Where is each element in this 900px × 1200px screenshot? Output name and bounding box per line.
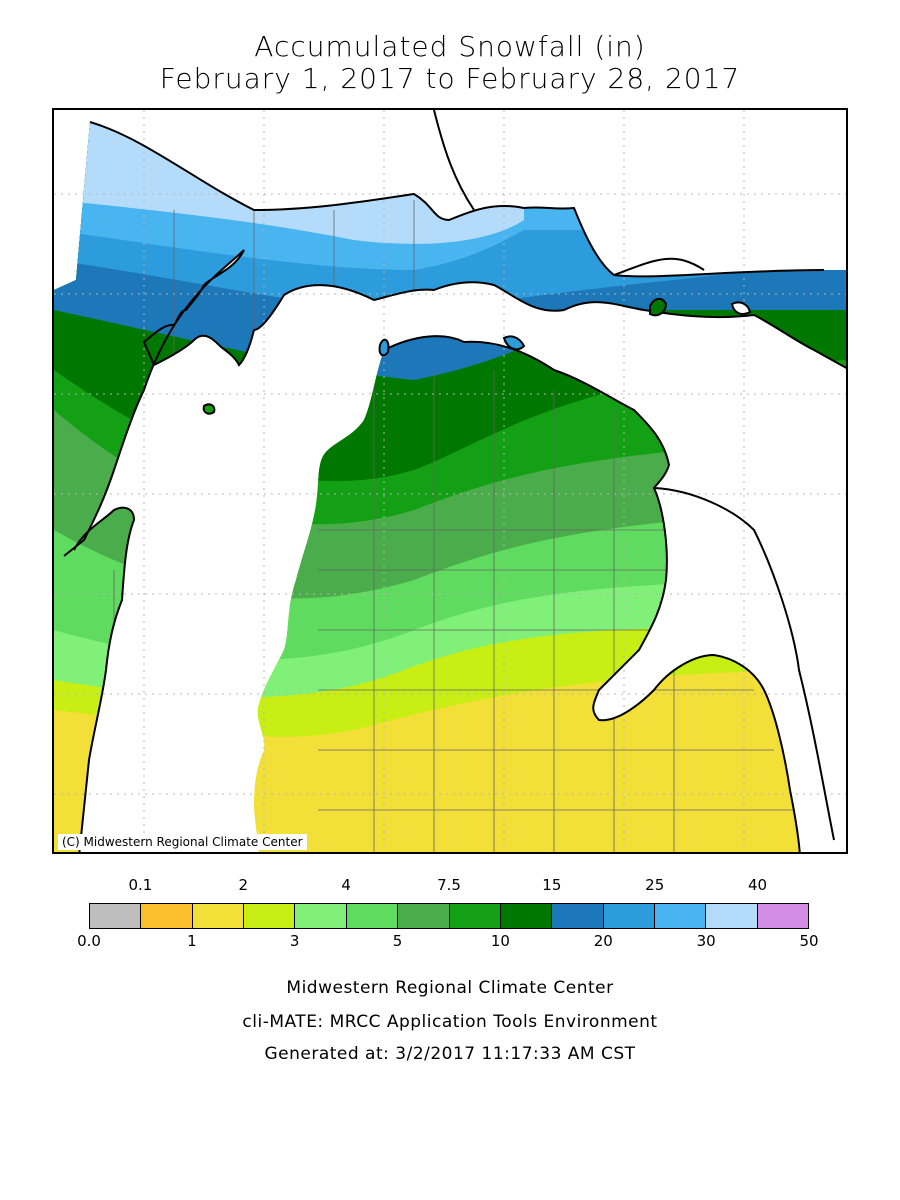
footer-generated: Generated at: 3/2/2017 11:17:33 AM CST (264, 1044, 636, 1064)
legend-swatch (141, 904, 193, 928)
legend-swatch (346, 904, 399, 928)
legend-top-label: 25 (645, 876, 665, 894)
legend-swatch (295, 904, 347, 928)
legend-swatch (192, 904, 245, 928)
snowfall-map: (C) Midwestern Regional Climate Center (52, 108, 848, 854)
map-title: Accumulated Snowfall (in) (254, 30, 646, 63)
legend-swatch (757, 904, 809, 928)
legend-color-bar (89, 903, 809, 929)
legend-bottom-label: 1 (187, 932, 197, 950)
legend-top-label: 40 (748, 876, 768, 894)
legend-bottom-label: 20 (593, 932, 613, 950)
legend-swatch (244, 904, 296, 928)
legend-bottom-label: 10 (490, 932, 510, 950)
legend-bottom-label: 0.0 (77, 932, 101, 950)
legend-swatch (706, 904, 758, 928)
legend-top-label: 0.1 (128, 876, 153, 894)
legend-swatch (654, 904, 707, 928)
legend-swatch (500, 904, 553, 928)
snowfall-bands (54, 122, 846, 852)
legend-bottom-label: 3 (289, 932, 300, 950)
legend-bottom-label: 30 (696, 932, 716, 950)
legend-top-label: 4 (341, 876, 351, 894)
legend-swatch (603, 904, 655, 928)
legend-top-label: 2 (238, 876, 249, 894)
footer-application: cli-MATE: MRCC Application Tools Environ… (242, 1012, 658, 1032)
legend: 0.1 2 4 7.5 15 25 40 0.0 1 3 5 10 20 30 50 (0, 870, 900, 960)
legend-top-label: 15 (542, 876, 562, 894)
coastlines (63, 110, 846, 852)
legend-top-label: 7.5 (437, 876, 461, 894)
lat-lon-grid (54, 110, 846, 852)
footer-organization: Midwestern Regional Climate Center (286, 978, 614, 998)
map-date-range: February 1, 2017 to February 28, 2017 (159, 62, 741, 95)
legend-bottom-label: 5 (392, 932, 403, 950)
legend-bottom-label: 50 (799, 932, 819, 950)
legend-swatch (398, 904, 450, 928)
county-lines (113, 200, 794, 852)
legend-swatch (90, 904, 142, 928)
map-copyright: (C) Midwestern Regional Climate Center (58, 834, 307, 850)
legend-swatch (449, 904, 501, 928)
legend-swatch (552, 904, 604, 928)
